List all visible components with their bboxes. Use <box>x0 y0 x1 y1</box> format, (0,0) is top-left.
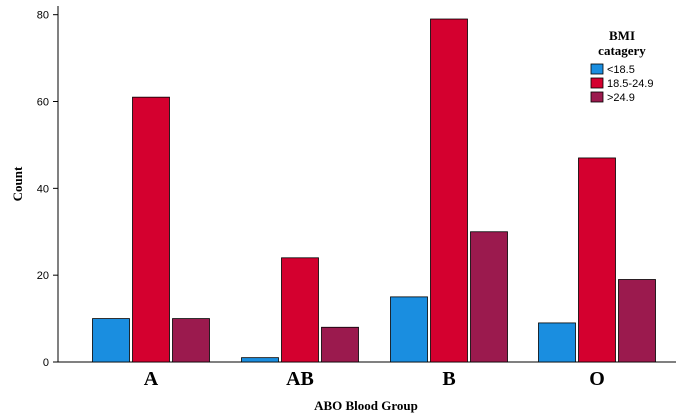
bars <box>92 18 656 363</box>
legend: BMI catagery <18.5 18.5-24.9 >24.9 <box>590 28 653 104</box>
y-tick-label: 80 <box>37 10 49 22</box>
bar-a-series-1 <box>92 318 130 363</box>
legend-title-line1: BMI <box>609 28 635 43</box>
bar-o-series-1 <box>538 322 576 363</box>
bar-o-series-3 <box>618 279 656 363</box>
x-tick-label-a: A <box>144 368 159 390</box>
x-tick-label-ab: AB <box>286 368 314 390</box>
y-tick-label: 0 <box>43 357 49 369</box>
x-tick-label-b: B <box>442 368 455 390</box>
bar-b-series-2 <box>430 18 468 363</box>
bar-ab-series-2 <box>281 257 319 363</box>
legend-label-3: >24.9 <box>607 92 635 104</box>
x-tick-label-o: O <box>589 368 605 390</box>
bar-ab-series-1 <box>241 357 279 363</box>
y-tick-label: 60 <box>37 97 49 109</box>
bar-a-series-2 <box>132 96 170 363</box>
legend-label-2: 18.5-24.9 <box>607 78 653 90</box>
legend-items: <18.5 18.5-24.9 >24.9 <box>590 63 653 104</box>
x-axis-title: ABO Blood Group <box>314 398 418 413</box>
bar-ab-series-3 <box>321 326 359 363</box>
legend-label-1: <18.5 <box>607 64 635 76</box>
y-tick-label: 40 <box>37 183 49 195</box>
y-ticks: 0 20 40 60 80 <box>37 10 58 369</box>
legend-swatch-2 <box>590 77 604 89</box>
bar-b-series-1 <box>390 296 428 363</box>
bar-o-series-2 <box>578 157 616 363</box>
legend-swatch-3 <box>590 91 604 103</box>
bar-b-series-3 <box>470 231 508 363</box>
x-tick-labels: A AB B O <box>144 368 605 390</box>
y-tick-label: 20 <box>37 270 49 282</box>
legend-title-line2: catagery <box>598 43 646 58</box>
bar-a-series-3 <box>172 318 210 363</box>
legend-swatch-1 <box>590 63 604 75</box>
y-axis-title: Count <box>10 166 25 201</box>
